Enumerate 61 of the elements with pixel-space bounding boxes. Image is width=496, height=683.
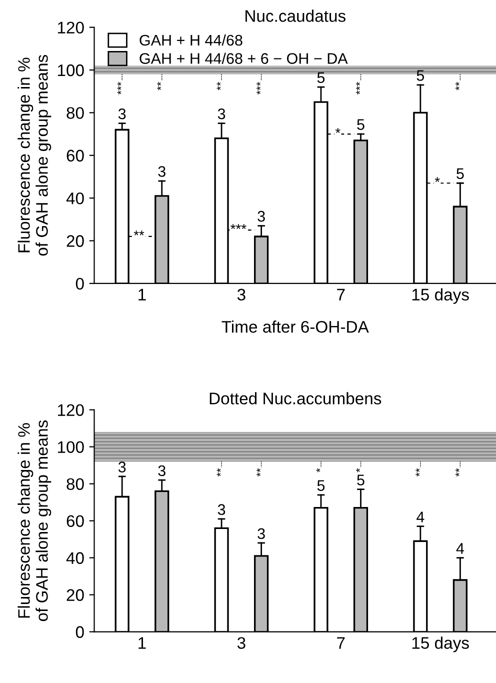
annotation: * <box>335 128 340 133</box>
x-tick-label: 7 <box>337 288 345 300</box>
annotation: *** <box>117 82 122 95</box>
annotation: 3 <box>158 465 166 476</box>
y-tick-label: 20 <box>66 235 84 247</box>
annotation: 5 <box>456 168 464 180</box>
annotation: ** <box>216 468 221 477</box>
y-axis-title: Fluorescence change in % of GAH alone group means <box>18 54 52 256</box>
annotation: 5 <box>357 119 364 130</box>
x-tick-label: 7 <box>337 637 345 649</box>
y-tick-label: 80 <box>66 478 84 490</box>
legend-label: GAH + H 44/68 + 6 − OH − DA <box>140 52 348 64</box>
y-tick-label: 40 <box>66 192 84 204</box>
annotation: 3 <box>158 166 166 177</box>
x-tick-label: 15 days <box>412 288 469 304</box>
annotation: ** <box>256 468 260 477</box>
x-tick-label: 1 <box>138 288 146 300</box>
y-tick-label: 40 <box>66 552 84 564</box>
y-tick-label: 20 <box>66 589 84 601</box>
annotation: 4 <box>456 543 464 554</box>
y-tick-label: 100 <box>58 441 84 453</box>
annotation: ** <box>455 468 460 477</box>
y-tick-label: 120 <box>58 22 84 34</box>
annotation: *** <box>230 224 246 229</box>
annotation: 5 <box>317 72 325 83</box>
y-tick-label: 0 <box>76 626 84 638</box>
y-tick-label: 80 <box>66 107 84 119</box>
annotation: 3 <box>218 504 226 515</box>
annotation: * <box>356 468 360 472</box>
annotation: 3 <box>258 210 265 222</box>
annotation: 4 <box>416 512 424 522</box>
y-tick-label: 120 <box>58 404 84 416</box>
annotation: ** <box>216 82 221 90</box>
annotation: *** <box>256 82 260 95</box>
x-tick-label: 15 days <box>412 636 469 652</box>
annotation: ** <box>157 82 161 90</box>
y-tick-label: 100 <box>58 64 84 76</box>
annotation: 3 <box>118 462 126 472</box>
annotation: 5 <box>317 480 325 491</box>
annotation: 5 <box>357 474 364 486</box>
x-axis-title: Time after 6-OH-DA <box>222 320 369 333</box>
annotation: 5 <box>416 70 424 81</box>
annotation: ** <box>416 468 420 477</box>
annotation: ** <box>134 230 144 236</box>
annotation: 3 <box>218 108 226 120</box>
y-tick-label: 0 <box>76 278 84 290</box>
annotation: 3 <box>118 108 126 120</box>
chart-title: Dotted Nuc.accumbens <box>210 392 382 404</box>
legend-label: GAH + H 44/68 <box>140 34 242 46</box>
y-tick-label: 60 <box>66 150 84 162</box>
y-axis-title: Fluorescence change in % of GAH alone group means <box>18 420 52 622</box>
annotation: * <box>316 468 320 472</box>
annotation: ** <box>455 82 460 90</box>
x-tick-label: 3 <box>237 288 246 301</box>
annotation: *** <box>356 82 360 95</box>
x-tick-label: 3 <box>237 637 246 649</box>
annotation: 3 <box>258 528 265 540</box>
chart-title: Nuc.caudatus <box>246 10 346 22</box>
annotation: * <box>434 177 440 182</box>
x-tick-label: 1 <box>138 637 146 649</box>
y-tick-label: 60 <box>66 515 84 527</box>
